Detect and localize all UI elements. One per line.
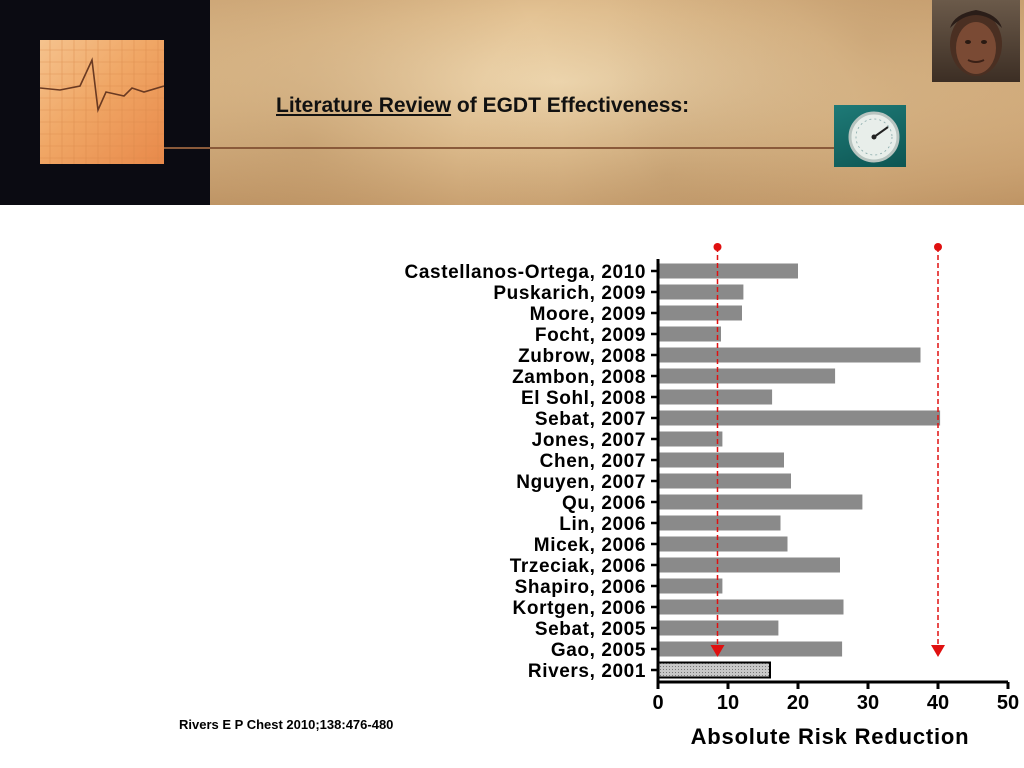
category-label-19: Rivers, 2001 [528, 661, 646, 682]
ecg-strip-photo [40, 40, 164, 164]
category-label-4: Zubrow, 2008 [518, 346, 646, 367]
category-label-16: Kortgen, 2006 [513, 598, 646, 619]
bar-3 [658, 326, 721, 342]
patient-portrait-photo [932, 0, 1020, 82]
bar-1 [658, 284, 744, 300]
bar-13 [658, 536, 788, 552]
bar-8 [658, 431, 723, 447]
reference-arrowhead-0 [710, 645, 725, 657]
bar-4 [658, 347, 921, 363]
reference-arrowhead-1 [931, 645, 945, 657]
x-tick-label-4: 40 [927, 692, 949, 714]
category-label-10: Nguyen, 2007 [516, 472, 646, 493]
citation-reference: Rivers E P Chest 2010;138:476-480 [179, 717, 394, 732]
slide-header: Literature Review of EGDT Effectiveness: [0, 0, 1024, 205]
x-tick-label-1: 10 [717, 692, 739, 714]
category-label-2: Moore, 2009 [530, 304, 646, 325]
category-label-5: Zambon, 2008 [512, 367, 646, 388]
category-label-15: Shapiro, 2006 [515, 577, 646, 598]
slide-title: Literature Review of EGDT Effectiveness: [276, 94, 689, 118]
x-tick-label-5: 50 [997, 692, 1019, 714]
category-label-6: El Sohl, 2008 [521, 388, 646, 409]
bar-9 [658, 452, 784, 468]
header-divider [164, 147, 844, 149]
bar-10 [658, 473, 791, 489]
x-tick-label-2: 20 [787, 692, 809, 714]
bar-7 [658, 410, 941, 426]
bar-18 [658, 641, 843, 657]
x-tick-label-0: 0 [652, 692, 663, 714]
dark-side-panel [0, 0, 210, 205]
category-label-7: Sebat, 2007 [535, 409, 646, 430]
category-label-1: Puskarich, 2009 [493, 283, 646, 304]
category-label-11: Qu, 2006 [562, 493, 646, 514]
category-label-9: Chen, 2007 [540, 451, 646, 472]
bar-12 [658, 515, 781, 531]
bar-15 [658, 578, 723, 594]
x-axis-title: Absolute Risk Reduction [691, 724, 970, 749]
category-label-17: Sebat, 2005 [535, 619, 646, 640]
category-label-14: Trzeciak, 2006 [510, 556, 646, 577]
category-label-8: Jones, 2007 [532, 430, 646, 451]
bar-19 [657, 661, 771, 679]
category-label-13: Micek, 2006 [534, 535, 646, 556]
bar-0 [658, 263, 798, 279]
bar-11 [658, 494, 863, 510]
title-underlined-part: Literature Review [276, 94, 452, 117]
category-label-12: Lin, 2006 [559, 514, 646, 535]
bar-2 [658, 305, 742, 321]
bar-6 [658, 389, 773, 405]
x-tick-label-3: 30 [857, 692, 879, 714]
bar-14 [658, 557, 840, 573]
bar-5 [658, 368, 836, 384]
category-label-18: Gao, 2005 [551, 640, 646, 661]
category-label-3: Focht, 2009 [535, 325, 646, 346]
title-rest-part: of EGDT Effectiveness: [451, 94, 690, 117]
category-label-0: Castellanos-Ortega, 2010 [405, 262, 646, 283]
blood-pressure-gauge-photo [834, 105, 906, 167]
bar-16 [658, 599, 844, 615]
